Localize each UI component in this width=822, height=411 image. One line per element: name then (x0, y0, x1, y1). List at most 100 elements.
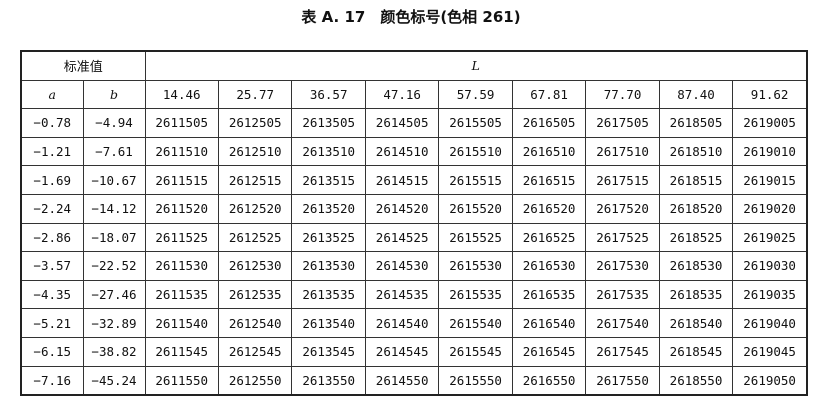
b-value: −18.07 (82, 222, 146, 253)
color-code-cell: 2614535 (364, 279, 440, 310)
color-code-cell: 2618545 (658, 336, 734, 367)
color-code-cell: 2612545 (217, 336, 293, 367)
color-code-cell: 2616545 (511, 336, 587, 367)
color-code-cell: 2611510 (144, 136, 219, 167)
l-value-header: 25.77 (217, 79, 293, 110)
color-code-cell: 2616550 (511, 365, 587, 396)
color-code-cell: 2613510 (291, 136, 366, 167)
color-code-cell: 2617520 (585, 193, 660, 224)
color-code-cell: 2619020 (732, 193, 808, 224)
a-value: −4.35 (20, 279, 84, 310)
a-value: −2.86 (20, 222, 84, 253)
a-value: −1.21 (20, 136, 84, 167)
color-code-cell: 2614530 (364, 251, 440, 281)
a-value: −3.57 (20, 251, 84, 281)
color-code-table: 标准值 L a b 14.46 25.77 36.57 47.16 57.59 67.81… (20, 50, 808, 397)
color-code-cell: 2612510 (217, 136, 293, 167)
color-code-cell: 2616540 (511, 308, 587, 338)
color-code-cell: 2615540 (438, 308, 513, 338)
color-code-cell: 2614550 (364, 365, 440, 396)
color-code-cell: 2612535 (217, 279, 293, 310)
color-code-cell: 2613530 (291, 251, 366, 281)
b-value: −32.89 (82, 308, 146, 338)
color-code-cell: 2614505 (364, 108, 440, 138)
color-code-cell: 2611520 (144, 193, 219, 224)
l-header: L (144, 50, 808, 81)
color-code-cell: 2619035 (732, 279, 808, 310)
color-code-cell: 2618540 (658, 308, 734, 338)
color-code-cell: 2617545 (585, 336, 660, 367)
color-code-cell: 2617505 (585, 108, 660, 138)
color-code-cell: 2618550 (658, 365, 734, 396)
header-row-1: 标准值 L (20, 50, 808, 81)
color-code-cell: 2616505 (511, 108, 587, 138)
color-code-cell: 2612525 (217, 222, 293, 253)
color-code-cell: 2619005 (732, 108, 808, 138)
color-code-cell: 2616530 (511, 251, 587, 281)
a-value: −5.21 (20, 308, 84, 338)
a-value: −0.78 (20, 108, 84, 138)
color-code-cell: 2619045 (732, 336, 808, 367)
color-code-cell: 2618510 (658, 136, 734, 167)
table-row: −1.21 −7.61 2611510 2612510 2613510 2614510 26… (20, 136, 808, 167)
a-value: −1.69 (20, 165, 84, 195)
color-code-cell: 2615515 (438, 165, 513, 195)
color-code-cell: 2617550 (585, 365, 660, 396)
color-code-cell: 2615535 (438, 279, 513, 310)
l-value-header: 87.40 (658, 79, 734, 110)
color-code-cell: 2619050 (732, 365, 808, 396)
color-code-cell: 2612520 (217, 193, 293, 224)
color-code-cell: 2611515 (144, 165, 219, 195)
color-code-cell: 2613545 (291, 336, 366, 367)
color-code-cell: 2613540 (291, 308, 366, 338)
header-row-2: a b 14.46 25.77 36.57 47.16 57.59 67.81 77.70 8… (20, 79, 808, 110)
color-code-cell: 2613515 (291, 165, 366, 195)
color-code-cell: 2615505 (438, 108, 513, 138)
b-value: −7.61 (82, 136, 146, 167)
color-code-cell: 2612530 (217, 251, 293, 281)
color-code-cell: 2617535 (585, 279, 660, 310)
table-row: −3.57 −22.52 2611530 2612530 2613530 2614530 2… (20, 251, 808, 281)
a-value: −7.16 (20, 365, 84, 396)
color-code-cell: 2611550 (144, 365, 219, 396)
color-code-cell: 2614510 (364, 136, 440, 167)
color-code-cell: 2615510 (438, 136, 513, 167)
color-code-cell: 2614525 (364, 222, 440, 253)
color-code-cell: 2619040 (732, 308, 808, 338)
color-code-cell: 2615545 (438, 336, 513, 367)
color-code-cell: 2612505 (217, 108, 293, 138)
b-value: −4.94 (82, 108, 146, 138)
l-value-header: 57.59 (438, 79, 513, 110)
color-code-cell: 2615525 (438, 222, 513, 253)
b-value: −14.12 (82, 193, 146, 224)
color-code-cell: 2613550 (291, 365, 366, 396)
color-code-cell: 2618525 (658, 222, 734, 253)
b-value: −38.82 (82, 336, 146, 367)
color-code-cell: 2612550 (217, 365, 293, 396)
color-code-cell: 2612515 (217, 165, 293, 195)
a-value: −6.15 (20, 336, 84, 367)
b-value: −45.24 (82, 365, 146, 396)
table-row: −2.86 −18.07 2611525 2612525 2613525 2614525 2… (20, 222, 808, 253)
color-code-cell: 2614540 (364, 308, 440, 338)
color-code-cell: 2611530 (144, 251, 219, 281)
l-value-header: 77.70 (585, 79, 660, 110)
color-code-cell: 2619025 (732, 222, 808, 253)
color-code-cell: 2616510 (511, 136, 587, 167)
color-code-cell: 2613520 (291, 193, 366, 224)
color-code-cell: 2619015 (732, 165, 808, 195)
color-code-cell: 2618505 (658, 108, 734, 138)
color-code-cell: 2618530 (658, 251, 734, 281)
color-code-cell: 2611540 (144, 308, 219, 338)
b-value: −27.46 (82, 279, 146, 310)
a-value: −2.24 (20, 193, 84, 224)
l-value-header: 47.16 (364, 79, 440, 110)
color-code-cell: 2617510 (585, 136, 660, 167)
standard-value-header: 标准值 (20, 50, 146, 81)
color-code-cell: 2617525 (585, 222, 660, 253)
l-value-header: 14.46 (144, 79, 219, 110)
a-header: a (20, 79, 84, 110)
l-value-header: 36.57 (291, 79, 366, 110)
color-code-cell: 2614515 (364, 165, 440, 195)
color-code-cell: 2618535 (658, 279, 734, 310)
